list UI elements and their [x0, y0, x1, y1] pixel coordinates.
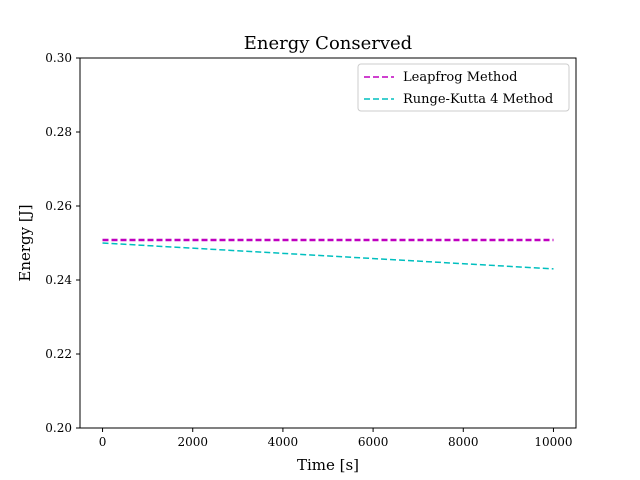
y-axis-title: Energy [J] — [16, 204, 34, 281]
x-tick-label: 4000 — [268, 435, 299, 449]
plot-frame — [79, 57, 577, 429]
y-tick-label: 0.30 — [45, 51, 72, 65]
y-tick-label: 0.22 — [45, 347, 72, 361]
y-tick-label: 0.24 — [45, 273, 72, 287]
y-axis-ticks: 0.20 0.22 0.24 0.26 0.28 0.30 — [45, 51, 80, 435]
x-tick-label: 2000 — [177, 435, 208, 449]
x-tick-label: 0 — [99, 435, 107, 449]
x-axis-title: Time [s] — [297, 456, 359, 474]
x-tick-label: 6000 — [358, 435, 389, 449]
x-tick-label: 10000 — [534, 435, 572, 449]
legend-box — [357, 63, 570, 112]
legend-label: Leapfrog Method — [403, 70, 517, 85]
plot-series — [102, 238, 554, 270]
chart-title: Energy Conserved — [244, 33, 412, 54]
y-tick-label: 0.26 — [45, 199, 72, 213]
legend-label: Runge-Kutta 4 Method — [403, 92, 553, 107]
x-tick-label: 8000 — [448, 435, 479, 449]
legend: Leapfrog Method Runge-Kutta 4 Method — [357, 63, 570, 112]
x-axis-ticks: 0 2000 4000 6000 8000 10000 — [99, 428, 573, 449]
y-tick-label: 0.28 — [45, 125, 72, 139]
y-tick-label: 0.20 — [45, 421, 72, 435]
series-line-rk4 — [102, 242, 554, 270]
